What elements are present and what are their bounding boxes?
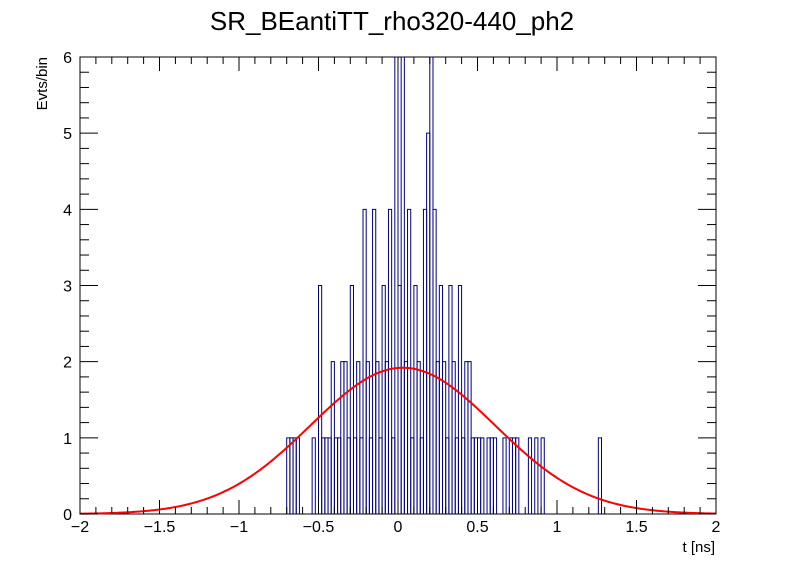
gaussian-fit (79, 366, 717, 515)
histogram-bin (540, 437, 545, 514)
histogram-bin (492, 437, 498, 514)
y-axis-tick-labels: 0 1 2 3 4 5 6 (63, 50, 72, 524)
x-axis-ticks (79, 57, 717, 514)
chart-title: SR_BEantiTT_rho320-440_ph2 (210, 6, 574, 36)
x-axis-label: t [ns] (682, 539, 715, 556)
histogram-bin (295, 437, 300, 514)
fit-curve (79, 366, 717, 515)
y-tick-label: 0 (63, 507, 72, 524)
x-tick-label: 0 (394, 519, 403, 536)
x-tick-label: 2 (712, 519, 721, 536)
histogram-bin (515, 437, 520, 514)
y-tick-label: 1 (63, 431, 72, 448)
histogram-bin (502, 437, 507, 514)
histogram-bin (527, 437, 533, 514)
histogram-bin (534, 437, 539, 514)
x-tick-label: −1 (230, 519, 248, 536)
histogram-bin (400, 56, 405, 514)
histogram-bin (387, 208, 393, 514)
x-tick-label: −2 (71, 519, 89, 536)
y-tick-label: 4 (63, 202, 72, 219)
x-tick-label: −1.5 (144, 519, 176, 536)
x-tick-label: −0.5 (303, 519, 335, 536)
x-tick-label: 1.5 (625, 519, 647, 536)
y-tick-label: 3 (63, 279, 72, 296)
histogram-bin (480, 437, 485, 514)
y-axis-ticks (80, 56, 716, 515)
x-tick-label: 0.5 (466, 519, 488, 536)
histogram-bin (311, 437, 316, 514)
histogram-bin (349, 285, 354, 514)
x-tick-label: 1 (553, 519, 562, 536)
histogram (286, 56, 603, 514)
y-tick-label: 6 (63, 50, 72, 67)
y-tick-label: 5 (63, 126, 72, 143)
histogram-bin (407, 208, 412, 514)
histogram-bin (597, 437, 603, 514)
y-tick-label: 2 (63, 355, 72, 372)
histogram-bin (457, 285, 463, 514)
y-axis-label: Evts/bin (34, 57, 51, 110)
histogram-bin (318, 285, 323, 514)
x-axis-tick-labels: −2 −1.5 −1 −0.5 0 0.5 1 1.5 2 (71, 519, 721, 536)
